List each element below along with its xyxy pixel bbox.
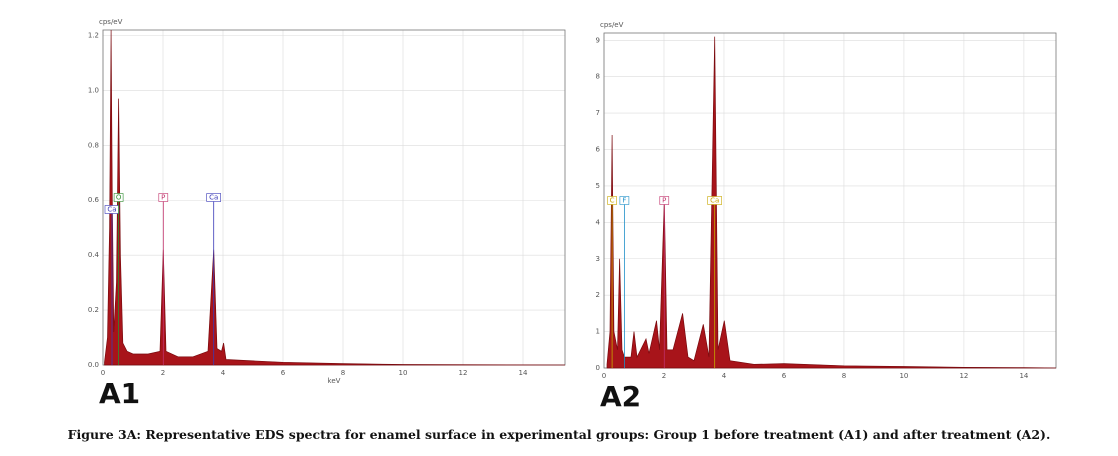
peak-label-box <box>607 196 617 205</box>
y-axis-label: cps/eV <box>600 21 624 29</box>
peak-label-box <box>113 193 124 202</box>
y-tick-label: 7 <box>596 109 600 117</box>
x-tick-label: 2 <box>662 372 666 380</box>
spectrum <box>606 36 1057 369</box>
x-tick-label: 0 <box>602 372 606 380</box>
x-tick-label: 14 <box>1019 372 1028 380</box>
y-tick-label: 8 <box>596 73 600 81</box>
y-tick-label: 0 <box>596 364 600 372</box>
x-tick-label: 10 <box>899 372 908 380</box>
peak-label: F <box>622 197 626 205</box>
y-tick-label: 4 <box>596 218 601 226</box>
peak-label-box <box>659 196 670 205</box>
x-tick-label: 8 <box>842 372 846 380</box>
y-tick-label: 9 <box>596 36 600 44</box>
panel-label: A2 <box>600 380 641 413</box>
y-tick-label: 1 <box>596 328 600 336</box>
peak-label-box <box>707 196 722 205</box>
plot-background <box>604 33 1056 368</box>
x-tick-label: 4 <box>221 369 226 377</box>
y-tick-label: 6 <box>596 146 601 154</box>
peak-label: O <box>116 194 122 202</box>
peak-label-box <box>206 193 221 202</box>
y-tick-label: 3 <box>596 255 600 263</box>
y-axis-label: cps/eV <box>99 18 123 26</box>
y-tick-label: 1.0 <box>88 86 99 94</box>
y-tick-label: 0.6 <box>88 196 100 204</box>
x-tick-label: 12 <box>959 372 968 380</box>
figure-caption: Figure 3A: Representative EDS spectra fo… <box>68 427 1051 442</box>
peak-label: Ca <box>209 194 218 202</box>
x-tick-label: 14 <box>519 369 528 377</box>
y-tick-label: 0.4 <box>88 251 100 259</box>
x-tick-label: 10 <box>399 369 408 377</box>
y-tick-label: 1.2 <box>88 31 99 39</box>
x-tick-label: 2 <box>161 369 165 377</box>
y-tick-label: 0.0 <box>88 361 99 369</box>
y-tick-label: 2 <box>596 291 600 299</box>
y-tick-label: 5 <box>596 182 600 190</box>
x-tick-label: 8 <box>341 369 345 377</box>
x-tick-label: 6 <box>281 369 286 377</box>
plot-background <box>103 30 565 365</box>
peak-label: P <box>161 194 165 202</box>
x-tick-label: 6 <box>782 372 787 380</box>
peak-label: Ca <box>710 197 719 205</box>
y-tick-label: 0.2 <box>88 306 99 314</box>
panel-label: A1 <box>99 377 140 410</box>
peak-label-box <box>619 196 630 205</box>
peak-label-box <box>158 193 169 202</box>
x-tick-label: 12 <box>459 369 468 377</box>
x-axis-label: keV <box>328 377 341 385</box>
x-tick-label: 4 <box>722 372 727 380</box>
peak-label: C <box>610 197 615 205</box>
x-tick-label: 0 <box>101 369 105 377</box>
peak-label: P <box>662 197 666 205</box>
peak-label: Ca <box>107 206 116 214</box>
y-tick-label: 0.8 <box>88 141 99 149</box>
